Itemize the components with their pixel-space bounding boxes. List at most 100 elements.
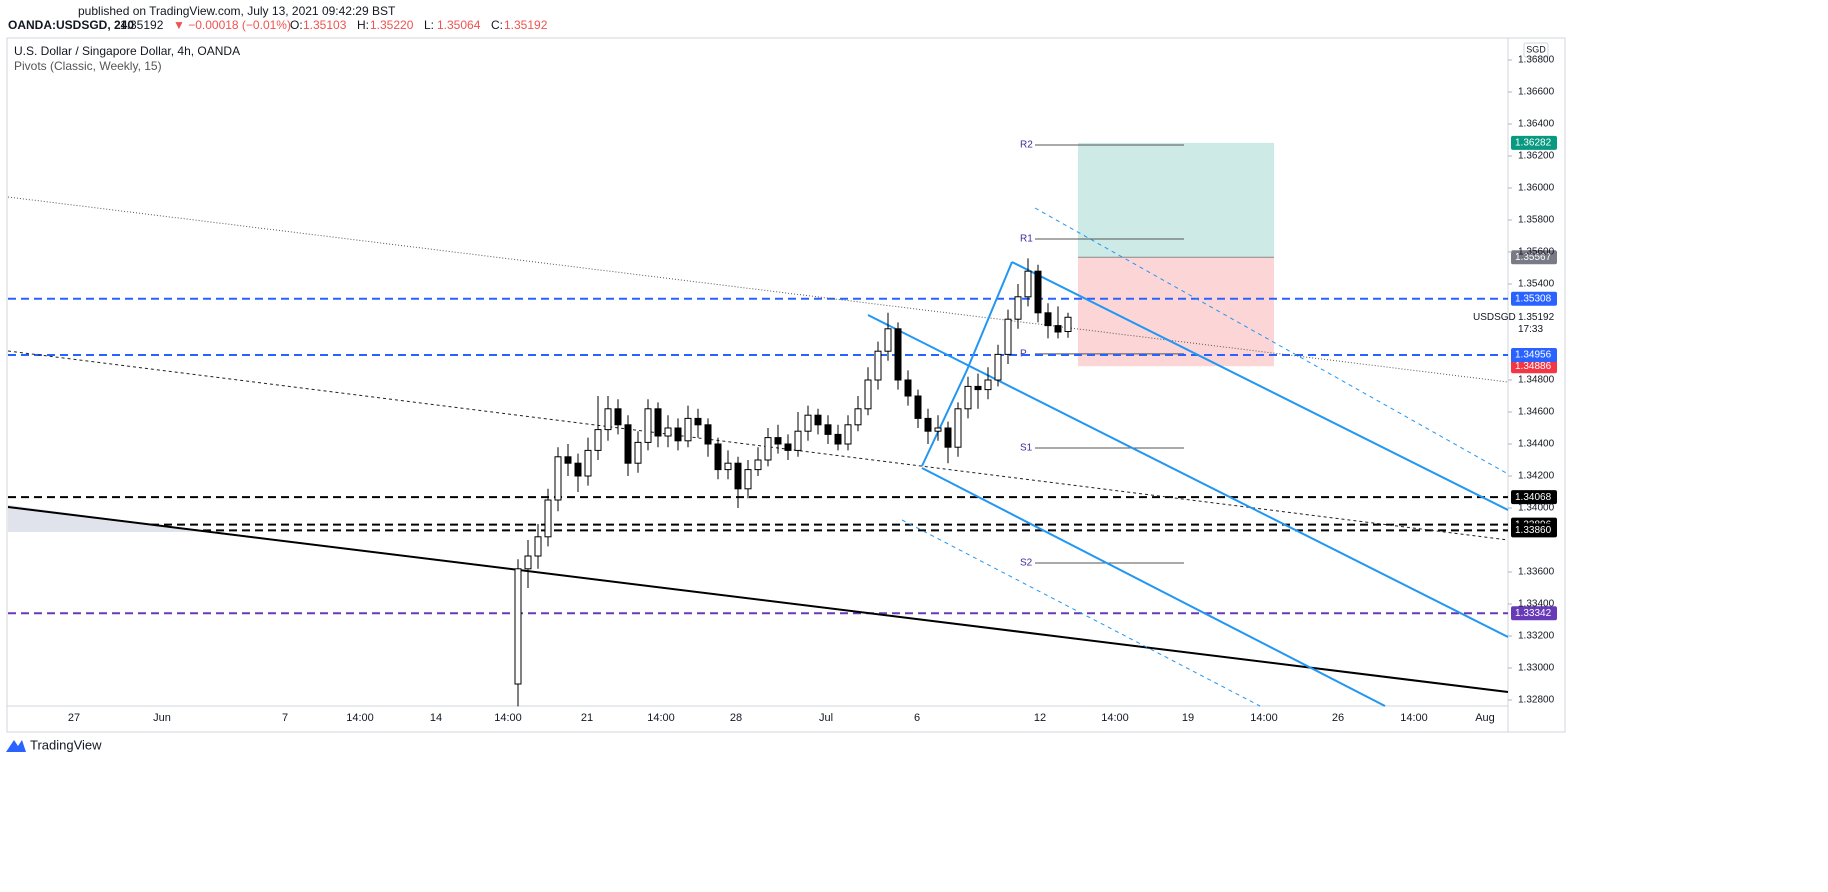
logo: TradingView — [6, 737, 102, 752]
stop-tag — [1511, 359, 1557, 374]
x-tick-label: Jun — [153, 712, 171, 724]
y-tick-label: 1.36600 — [1518, 87, 1555, 98]
candle-body — [934, 427, 942, 432]
x-tick-label: Jul — [819, 712, 833, 724]
trendline — [7, 350, 1509, 541]
candle-body — [954, 408, 962, 448]
y-tick-label: 1.36200 — [1518, 151, 1555, 162]
y-tick-label: 1.36800 — [1518, 55, 1555, 66]
y-tick-label: 1.34400 — [1518, 439, 1555, 450]
y-tick-label: 1.33000 — [1518, 663, 1555, 674]
candle-body — [594, 429, 602, 451]
candle-body — [564, 456, 572, 464]
ohlc-value: 1.35103 — [303, 18, 347, 32]
candle-body — [804, 414, 812, 432]
candle-body — [664, 427, 672, 437]
candle-body — [684, 417, 692, 442]
level-tag — [1511, 348, 1557, 363]
legend-title: U.S. Dollar / Singapore Dollar, 4h, OAND… — [14, 44, 240, 58]
y-tick-label: 1.34600 — [1518, 407, 1555, 418]
candle-body — [734, 462, 742, 490]
candle-body — [1024, 270, 1032, 298]
currency-box[interactable] — [1523, 42, 1549, 58]
x-tick-label: 26 — [1332, 712, 1344, 724]
candle-body — [794, 430, 802, 451]
x-tick-label: 14:00 — [1101, 712, 1129, 724]
candle-body — [654, 408, 662, 437]
x-tick-label: 14:00 — [647, 712, 675, 724]
candle-body — [894, 328, 902, 381]
candle-body — [854, 408, 862, 426]
ohlc-value: 1.35064 — [437, 18, 481, 32]
x-tick-label: 14:00 — [346, 712, 374, 724]
x-tick-label: 28 — [730, 712, 742, 724]
candle-body — [994, 353, 1002, 381]
candle-body — [514, 568, 522, 685]
candle-body — [1034, 270, 1042, 314]
y-tick-label: 1.33400 — [1518, 599, 1555, 610]
candle-body — [784, 443, 792, 451]
logo-text: TradingView — [30, 737, 102, 752]
y-tick-label: 1.35800 — [1518, 215, 1555, 226]
candle-body — [704, 424, 712, 445]
legend-pivots: Pivots (Classic, Weekly, 15) — [14, 59, 162, 73]
profit-zone — [1078, 142, 1274, 258]
level-tag-label: 1.34068 — [1515, 492, 1552, 503]
level-tag-label: 1.34956 — [1515, 350, 1552, 361]
pitchfork-line — [1034, 207, 1509, 475]
change: ▼ −0.00018 (−0.01%) — [173, 18, 291, 32]
x-tick-label: 12 — [1034, 712, 1046, 724]
y-tick-label: 1.35400 — [1518, 279, 1555, 290]
candle-body — [674, 427, 682, 442]
target-tag — [1511, 135, 1557, 150]
countdown: 17:33 — [1518, 324, 1543, 335]
candle-body — [724, 462, 732, 471]
y-tick-label: 1.34000 — [1518, 503, 1555, 514]
last-price: 1.35192 — [1518, 312, 1555, 323]
level-tag-label: 1.33860 — [1515, 525, 1552, 536]
last: 1.35192 — [120, 18, 164, 32]
pitchfork-line — [901, 519, 1261, 707]
candle-body — [944, 427, 952, 448]
ohlc-key: O: — [290, 18, 303, 32]
candle-body — [1064, 316, 1072, 333]
series-name: USDSGD — [1473, 312, 1516, 323]
x-tick-label: 21 — [581, 712, 593, 724]
target-tag-label: 1.36282 — [1515, 138, 1552, 149]
ohlc-key: C: — [491, 18, 503, 32]
level-tag — [1511, 291, 1557, 306]
trendline — [7, 506, 1509, 693]
ohlc-value: 1.35220 — [370, 18, 414, 32]
ohlc-key: L: — [424, 18, 434, 32]
candle-body — [604, 408, 612, 431]
candle-body — [534, 536, 542, 557]
candle-body — [624, 424, 632, 464]
pivot-label: R2 — [1020, 140, 1033, 151]
pivot-label: R1 — [1020, 234, 1033, 245]
logo-icon — [6, 740, 26, 752]
y-tick-label: 1.33200 — [1518, 631, 1555, 642]
y-tick-label: 1.35600 — [1518, 247, 1555, 258]
published: published on TradingView.com, July 13, 2… — [78, 4, 396, 18]
candle-body — [964, 385, 972, 410]
candle-body — [764, 437, 772, 461]
candle-body — [834, 433, 842, 445]
ohlc-value: 1.35192 — [504, 18, 548, 32]
x-tick-label: 19 — [1182, 712, 1194, 724]
pivot-label: S2 — [1020, 558, 1033, 569]
ohlc-key: H: — [357, 18, 369, 32]
candle-body — [694, 417, 702, 426]
candle-body — [814, 414, 822, 426]
symbol: OANDA:USDSGD, 240 — [8, 18, 134, 32]
x-tick-label: Aug — [1475, 712, 1495, 724]
candle-body — [844, 424, 852, 445]
pitchfork-line — [867, 314, 1509, 638]
candle-body — [524, 555, 532, 570]
y-tick-label: 1.33600 — [1518, 567, 1555, 578]
level-tag — [1511, 606, 1557, 621]
y-tick-label: 1.34800 — [1518, 375, 1555, 386]
currency[interactable]: SGD — [1526, 44, 1546, 54]
candle-body — [1004, 318, 1012, 355]
ohlc: O: 1.35103 H: 1.35220 L: 1.35064 C: 1.35192 — [290, 18, 548, 32]
candle-body — [904, 379, 912, 397]
